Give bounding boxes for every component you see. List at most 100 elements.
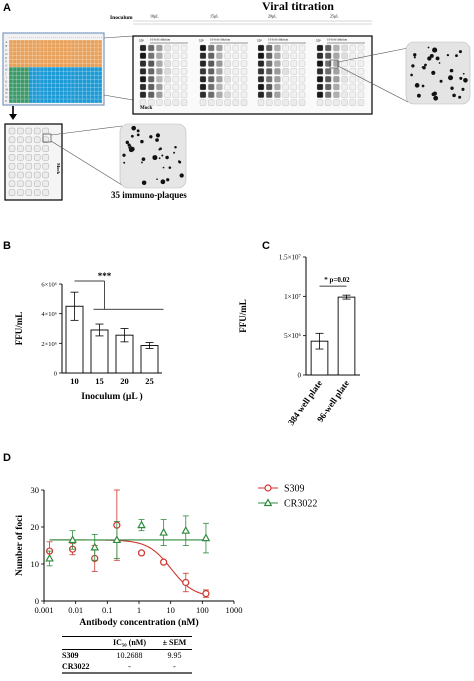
titration-well xyxy=(148,52,155,59)
titration-well xyxy=(139,83,147,91)
lower-well xyxy=(17,189,24,196)
titration-well xyxy=(156,99,163,106)
titration-well xyxy=(333,60,340,67)
plate-row-letter: C xyxy=(6,49,8,52)
arrow-down-icon xyxy=(9,106,17,120)
y-tick-label: 4×10⁶ xyxy=(41,311,57,318)
titration-well xyxy=(357,44,365,52)
immuno-plaque xyxy=(166,178,170,182)
immuno-plaque xyxy=(156,178,158,180)
titration-well xyxy=(148,83,155,91)
immuno-plaque xyxy=(427,56,432,61)
sig-annotation: * p=0.02 xyxy=(324,276,350,284)
table-row: CR3022 - - xyxy=(62,661,192,672)
data-point-cr3022 xyxy=(90,542,100,551)
vol-label-1: 10µL xyxy=(150,14,159,19)
titration-well xyxy=(172,76,179,83)
ic50-table: IC₅₀ (nM) ± SEM S309 10.2688 9.95 CR3022… xyxy=(62,636,192,674)
titration-well xyxy=(240,76,248,83)
titration-well xyxy=(325,44,332,52)
immuno-plaque xyxy=(140,139,144,144)
titration-well xyxy=(156,76,163,83)
immuno-plaque xyxy=(424,63,427,67)
row-label: 10¹ xyxy=(139,39,144,43)
panel-letter-c: C xyxy=(262,240,270,252)
titration-well xyxy=(164,60,171,67)
titration-well xyxy=(298,44,306,52)
chart-d: 0 10 20 30 0.001 0.01 0.1 1 10 100 1000 Antibody co… xyxy=(15,484,317,629)
data-point-cr3022 xyxy=(159,527,168,536)
titration-well xyxy=(333,91,340,98)
titration-well xyxy=(240,60,248,67)
titration-well xyxy=(224,99,231,106)
titration-well xyxy=(199,91,207,98)
titration-well xyxy=(290,91,297,98)
vol-label-2: 15µL xyxy=(210,14,219,19)
titration-well xyxy=(148,44,155,52)
table-row: S309 10.2688 9.95 xyxy=(62,650,192,661)
titration-well xyxy=(172,60,179,67)
titration-well xyxy=(333,76,340,83)
panel-letter-a: A xyxy=(3,2,11,14)
titration-well xyxy=(325,52,332,59)
titration-well xyxy=(257,52,265,59)
plate-row-letter: M xyxy=(6,88,9,91)
titration-well xyxy=(357,60,365,67)
titration-well xyxy=(341,99,348,106)
titration-well xyxy=(199,68,207,75)
lower-well xyxy=(25,127,32,135)
titration-well xyxy=(290,60,297,67)
titration-well xyxy=(298,99,306,106)
titration-well xyxy=(316,52,324,59)
titration-well xyxy=(257,99,265,106)
y-tick-label: 1×10⁷ xyxy=(284,293,301,301)
titration-well xyxy=(172,83,179,91)
immuno-plaque xyxy=(431,92,436,97)
titration-well xyxy=(349,76,356,83)
titration-well xyxy=(232,68,239,75)
immuno-plaque xyxy=(130,134,134,138)
titration-well xyxy=(240,91,248,98)
titration-well xyxy=(257,68,265,75)
titration-well xyxy=(199,76,207,83)
titration-well xyxy=(199,99,207,106)
bar xyxy=(337,296,356,376)
titration-well xyxy=(298,60,306,67)
lower-well xyxy=(42,162,49,170)
lower-well xyxy=(34,162,41,170)
titration-well xyxy=(274,76,281,83)
lower-well xyxy=(25,189,32,196)
table-cell: S309 xyxy=(62,651,79,660)
table-cell: - xyxy=(128,662,131,671)
immuno-plaque xyxy=(141,180,147,185)
titration-well xyxy=(298,83,306,91)
immuno-plaque xyxy=(159,147,162,151)
titration-well xyxy=(282,60,289,67)
y-tick-label: 0 xyxy=(35,596,39,606)
titration-well xyxy=(164,99,171,106)
immuno-plaque xyxy=(168,166,172,169)
data-point-s309 xyxy=(160,558,168,566)
data-point-cr3022 xyxy=(68,535,77,544)
table-cell: 10.2688 xyxy=(116,651,143,660)
immuno-plaque xyxy=(128,146,131,149)
titration-well xyxy=(224,60,231,67)
titration-well xyxy=(164,52,171,59)
immuno-plaque xyxy=(125,140,129,145)
y-tick-label: 0 xyxy=(54,371,57,378)
row-label: 10¹ xyxy=(257,39,262,43)
lower-well xyxy=(25,162,32,170)
titration-well xyxy=(232,99,239,106)
titration-well xyxy=(266,52,273,59)
immuno-plaque xyxy=(141,157,146,161)
titration-well xyxy=(349,99,356,106)
immuno-plaque xyxy=(179,173,184,178)
titration-well xyxy=(164,83,171,91)
bar xyxy=(90,329,109,374)
lower-well xyxy=(17,136,24,144)
titration-well xyxy=(333,68,340,75)
titration-well xyxy=(180,99,188,106)
data-point-cr3022 xyxy=(181,525,191,534)
titration-well xyxy=(232,44,239,52)
immuno-plaque xyxy=(421,66,424,68)
